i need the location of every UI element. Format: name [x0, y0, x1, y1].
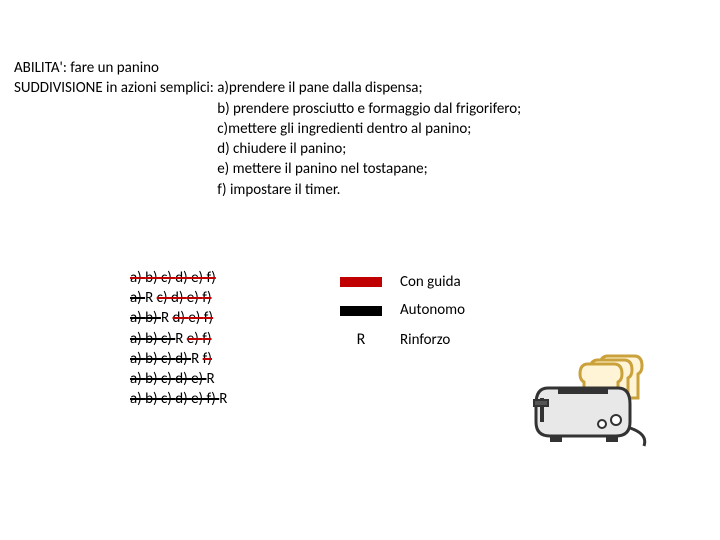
trial-token: b) [145, 309, 161, 327]
trial-token: c) [161, 350, 175, 368]
trial-token: f) [204, 309, 213, 327]
abilita-line: ABILITA': fare un panino [14, 58, 706, 78]
legend-label-rinforzo: Rinforzo [400, 326, 450, 355]
suddivisione-prefix: SUDDIVISIONE in azioni semplici: [14, 78, 217, 200]
trial-token: e) [188, 309, 203, 327]
trial-token: d) [175, 370, 191, 388]
trial-token: f) [202, 330, 211, 348]
instruction-block: ABILITA': fare un panino SUDDIVISIONE in… [14, 58, 706, 200]
step-line: d) chiudere il panino; [217, 139, 521, 159]
trial-token: d) [175, 390, 191, 408]
legend-row-rinforzo: R Rinforzo [340, 325, 465, 355]
trial-token: e) [191, 390, 206, 408]
trial-token: d) [171, 289, 187, 307]
trial-token: R [161, 309, 173, 327]
suddivisione-line: SUDDIVISIONE in azioni semplici: a)prend… [14, 78, 706, 200]
trial-token: c) [161, 390, 175, 408]
trial-row: a) b) c) R e) f) [130, 329, 260, 349]
step-line: c)mettere gli ingredienti dentro al pani… [217, 119, 521, 139]
trial-token: c) [161, 269, 175, 287]
toaster-icon [530, 340, 660, 450]
swatch-guided-icon [340, 277, 382, 287]
trial-token: c) [161, 370, 175, 388]
trial-row: a) R c) d) e) f) [130, 288, 260, 308]
trial-row: a) b) c) d) e) f) R [130, 389, 260, 409]
trial-token: e) [187, 289, 202, 307]
legend-rmark: R [340, 325, 382, 355]
trial-token: b) [145, 370, 161, 388]
trial-token: b) [145, 390, 161, 408]
trial-token: b) [145, 269, 161, 287]
steps-list: a)prendere il pane dalla dispensa;b) pre… [217, 78, 521, 200]
trial-row: a) b) R d) e) f) [130, 308, 260, 328]
trial-token: a) [130, 309, 145, 327]
step-line: e) mettere il panino nel tostapane; [217, 159, 521, 179]
trial-token: f) [202, 289, 211, 307]
trial-token: R [219, 390, 227, 408]
legend-label-guided: Con guida [400, 268, 461, 297]
trial-token: b) [145, 350, 161, 368]
trial-token: c) [161, 330, 175, 348]
trial-token: a) [130, 390, 145, 408]
trial-token: f) [206, 390, 219, 408]
trial-token: a) [130, 370, 145, 388]
step-line: f) impostare il timer. [217, 180, 521, 200]
trial-token: d) [173, 309, 189, 327]
trial-token: f) [203, 350, 212, 368]
trial-token: f) [206, 269, 215, 287]
trial-token: a) [130, 289, 145, 307]
trial-token: e) [187, 330, 202, 348]
trial-token: e) [191, 370, 206, 388]
trial-row: a) b) c) d) e) f) [130, 268, 260, 288]
legend-label-autonomo: Autonomo [400, 296, 465, 325]
trial-row: a) b) c) d) e) R [130, 369, 260, 389]
step-line: a)prendere il pane dalla dispensa; [217, 78, 521, 98]
abilita-label: ABILITA': [14, 59, 67, 77]
trial-token: c) [157, 289, 171, 307]
trial-token: R [175, 330, 187, 348]
trial-token: a) [130, 350, 145, 368]
legend-row-guided: Con guida [340, 268, 465, 297]
trial-token: d) [175, 269, 191, 287]
trial-token: a) [130, 330, 145, 348]
trials-column: a) b) c) d) e) f) a) R c) d) e) f) a) b)… [130, 268, 260, 410]
legend: Con guida Autonomo R Rinforzo [340, 268, 465, 410]
trial-token: R [191, 350, 203, 368]
trial-token: b) [145, 330, 161, 348]
step-line: b) prendere prosciutto e formaggio dal f… [217, 99, 521, 119]
abilita-value: fare un panino [70, 59, 159, 77]
trial-row: a) b) c) d) R f) [130, 349, 260, 369]
trial-token: R [206, 370, 214, 388]
trial-token: a) [130, 269, 145, 287]
trial-token: e) [191, 269, 206, 287]
swatch-autonomo-icon [340, 306, 382, 316]
legend-row-autonomo: Autonomo [340, 296, 465, 325]
trial-token: d) [175, 350, 191, 368]
trial-token: R [145, 289, 157, 307]
